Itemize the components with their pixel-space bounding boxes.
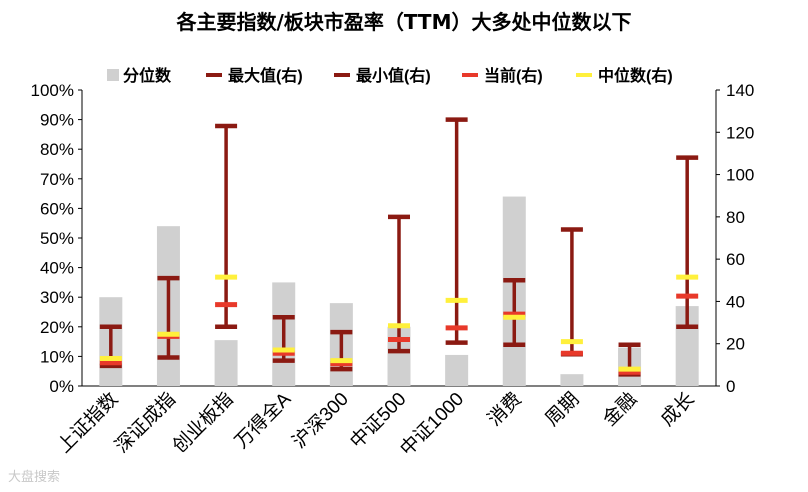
- right-tick-label: 80: [726, 208, 745, 227]
- left-tick-label: 90%: [40, 111, 74, 130]
- right-tick-label: 0: [726, 377, 735, 396]
- x-tick-label: 周期: [541, 388, 583, 430]
- x-tick-label: 沪深300: [288, 388, 353, 453]
- right-tick-label: 20: [726, 335, 745, 354]
- x-tick-label: 中证1000: [396, 388, 468, 460]
- legend-label-中位数(右): 中位数(右): [598, 66, 673, 85]
- legend-label-当前(右): 当前(右): [484, 66, 543, 85]
- right-tick-label: 120: [726, 123, 754, 142]
- right-tick-label: 60: [726, 250, 745, 269]
- legend-label-最大值(右): 最大值(右): [228, 66, 303, 85]
- right-tick-label: 140: [726, 81, 754, 100]
- left-tick-label: 0%: [49, 377, 74, 396]
- right-tick-label: 100: [726, 166, 754, 185]
- right-tick-label: 40: [726, 292, 745, 311]
- x-tick-label: 深证成指: [111, 388, 180, 457]
- x-tick-label: 上证指数: [53, 388, 122, 457]
- left-tick-label: 100%: [31, 81, 74, 100]
- left-tick-label: 40%: [40, 259, 74, 278]
- left-tick-label: 70%: [40, 170, 74, 189]
- left-tick-label: 30%: [40, 288, 74, 307]
- x-tick-label: 消费: [483, 388, 525, 430]
- legend-label-最小值(右): 最小值(右): [356, 66, 431, 85]
- x-tick-label: 万得全A: [230, 388, 295, 453]
- left-tick-label: 50%: [40, 229, 74, 248]
- left-tick-label: 60%: [40, 199, 74, 218]
- left-tick-label: 80%: [40, 140, 74, 159]
- chart-title: 各主要指数/板块市盈率（TTM）大多处中位数以下: [176, 10, 632, 34]
- x-tick-label: 成长: [656, 388, 698, 430]
- x-tick-label: 金融: [599, 388, 641, 430]
- legend-label-分位数: 分位数: [123, 66, 172, 85]
- bar-分位数: [445, 354, 469, 386]
- left-tick-label: 10%: [40, 347, 74, 366]
- watermark: 大盘搜索: [8, 470, 61, 485]
- left-tick-label: 20%: [40, 318, 74, 337]
- bar-分位数: [214, 340, 238, 386]
- bar-分位数: [560, 374, 584, 386]
- legend-swatch-分位数: [107, 69, 119, 81]
- x-tick-label: 创业板指: [168, 388, 237, 457]
